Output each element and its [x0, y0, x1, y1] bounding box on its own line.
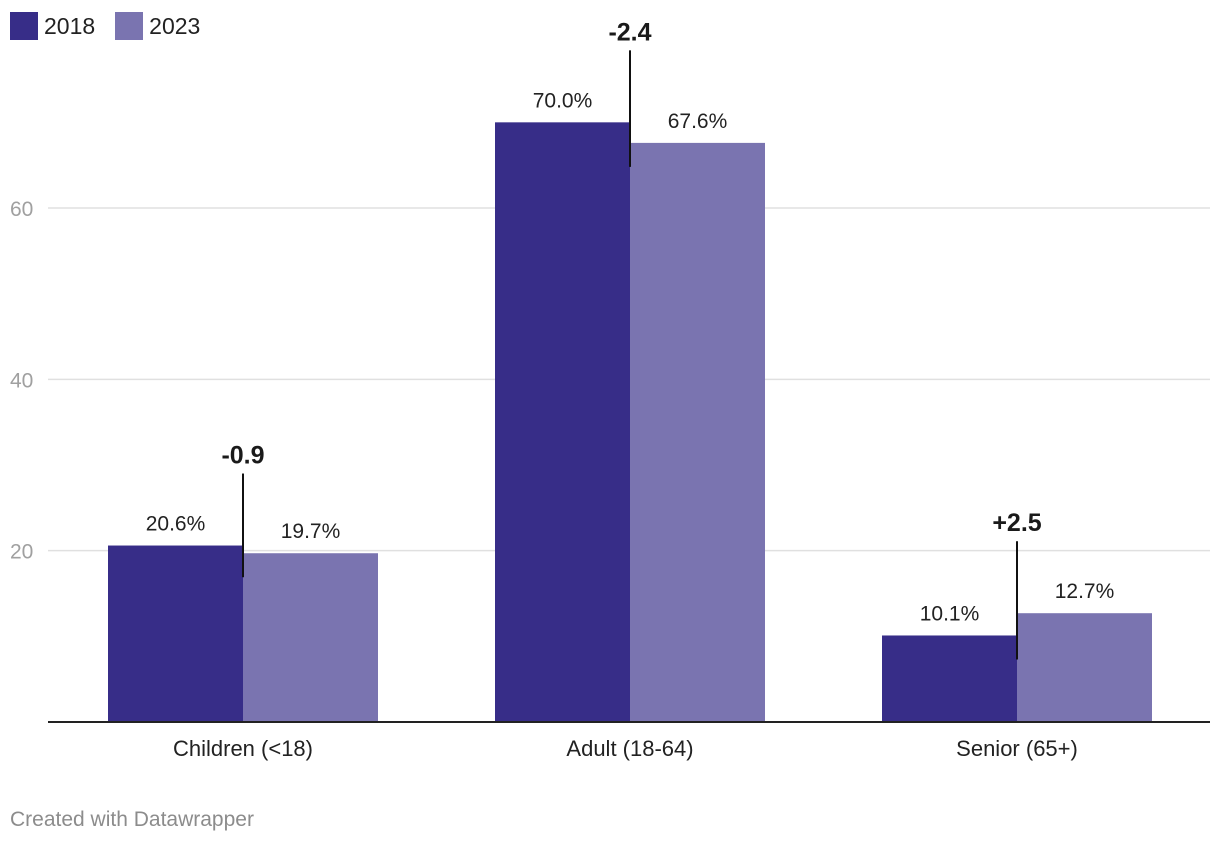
bar-2023-0: [243, 553, 378, 722]
value-label-2023-1: 67.6%: [668, 110, 728, 133]
legend-swatch-2018: [10, 12, 38, 40]
y-tick-label-20: 20: [10, 541, 33, 564]
bar-2018-1: [495, 122, 630, 723]
legend-label-2023: 2023: [149, 12, 201, 39]
change-label-2: +2.5: [992, 509, 1041, 537]
x-tick-label-0: Children (<18): [173, 736, 313, 761]
legend-swatch-2023: [115, 12, 144, 40]
x-tick-label-2: Senior (65+): [956, 736, 1078, 761]
bar-2023-1: [630, 142, 765, 723]
datawrapper-credit: Created with Datawrapper: [10, 808, 254, 831]
legend-label-2018: 2018: [44, 12, 96, 39]
y-tick-label-40: 40: [10, 369, 33, 392]
change-label-1: -2.4: [608, 18, 651, 46]
chart-legend: 2018 2023: [10, 12, 220, 40]
value-label-2018-1: 70.0%: [533, 89, 593, 112]
y-tick-label-60: 60: [10, 198, 33, 221]
value-label-2023-0: 19.7%: [281, 520, 341, 543]
value-label-2023-2: 12.7%: [1055, 580, 1115, 603]
change-label-0: -0.9: [221, 442, 264, 470]
legend-item-2018: 2018: [10, 12, 95, 40]
value-label-2018-2: 10.1%: [920, 602, 980, 625]
value-label-2018-0: 20.6%: [146, 513, 206, 536]
legend-item-2023: 2023: [115, 12, 200, 40]
x-tick-label-1: Adult (18-64): [566, 736, 693, 761]
bar-2018-0: [108, 545, 243, 722]
bar-2023-2: [1017, 613, 1152, 722]
bar-2018-2: [882, 635, 1017, 722]
